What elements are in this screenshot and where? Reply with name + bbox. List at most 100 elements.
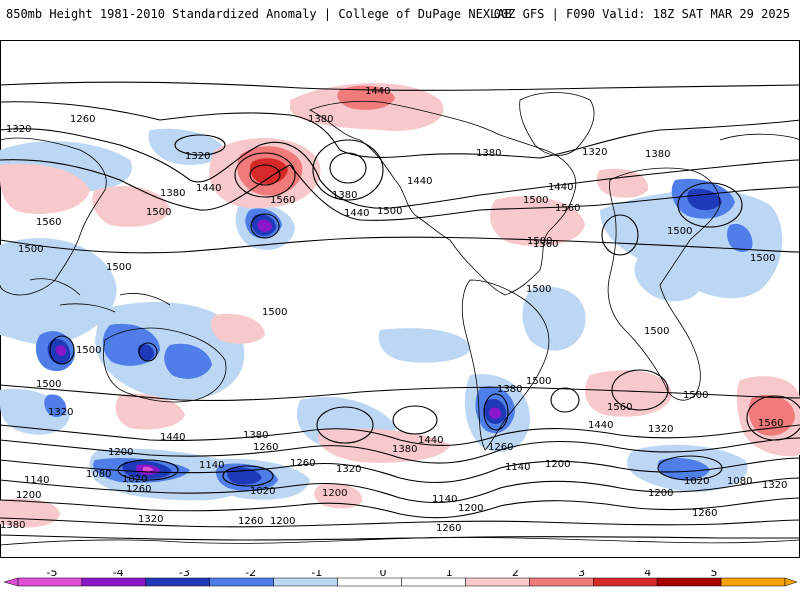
contour-line <box>0 477 800 503</box>
contour-label: 1560 <box>270 195 295 206</box>
closed-contour <box>222 465 274 487</box>
header: 850mb Height 1981-2010 Standardized Anom… <box>0 0 800 40</box>
contour-label: 1200 <box>458 503 483 514</box>
contour-label: 1500 <box>526 376 551 387</box>
contour-label: 1200 <box>108 447 133 458</box>
legend-swatch <box>17 577 83 587</box>
contour-label: 1380 <box>0 520 25 531</box>
neg1-area <box>148 128 225 165</box>
contour-label: 1440 <box>196 183 221 194</box>
closed-contour <box>746 395 800 441</box>
contour-label: 1320 <box>138 514 163 525</box>
contour-label: 1560 <box>607 402 632 413</box>
contour-label: 1440 <box>548 182 573 193</box>
contour-line <box>0 437 800 464</box>
closed-contour <box>550 387 580 413</box>
contour-label: 1380 <box>645 149 670 160</box>
contour-label: 1260 <box>692 508 717 519</box>
closed-contour <box>329 152 367 184</box>
contour-label: 1320 <box>48 407 73 418</box>
contour-line <box>0 497 800 519</box>
closed-contour <box>138 342 158 362</box>
contour-label: 1080 <box>727 476 752 487</box>
contour-line <box>0 236 800 254</box>
contour-label: 1380 <box>243 430 268 441</box>
legend-swatch <box>529 577 594 587</box>
closed-contour <box>483 393 509 431</box>
contour-label: 1380 <box>392 444 417 455</box>
anomaly-map: 1440 1260 1320 1380 1320 1380 1440 1560 … <box>0 40 800 558</box>
contour-label: 1560 <box>36 217 61 228</box>
contour-line <box>0 534 800 541</box>
neg3-area <box>137 344 155 361</box>
contour-label: 1320 <box>185 151 210 162</box>
legend-tick-label: -1 <box>311 570 322 579</box>
contour-line <box>0 517 800 528</box>
map-panel: 1440 1260 1320 1380 1320 1380 1440 1560 … <box>0 40 800 558</box>
legend-tick-label: -2 <box>245 570 256 579</box>
contour-label: 1440 <box>365 86 390 97</box>
legend-tick-label: 1 <box>446 570 453 579</box>
closed-contour <box>250 213 280 239</box>
pos1-area <box>210 313 265 344</box>
legend-swatch <box>465 577 530 587</box>
pos2-area <box>337 85 395 110</box>
pos1-area <box>314 483 363 509</box>
contour-label: 1500 <box>667 226 692 237</box>
contour-label: 1560 <box>533 239 558 250</box>
contour-label: 1500 <box>683 390 708 401</box>
contour-label: 1440 <box>418 435 443 446</box>
contour-line <box>0 424 800 446</box>
contour-label: 1140 <box>24 475 49 486</box>
contour-label: 1380 <box>160 188 185 199</box>
legend-tick-label: 0 <box>380 570 387 579</box>
legend-bar: -5 -4 -3 -2 -1 0 1 2 3 4 5 <box>3 566 798 587</box>
legend-swatch <box>720 577 786 587</box>
contour-label: 1500 <box>750 253 775 264</box>
legend-tick-label: 2 <box>512 570 519 579</box>
pos3-area <box>250 158 288 184</box>
closed-contour <box>174 134 226 156</box>
closed-contour <box>611 369 669 411</box>
contour-line <box>0 159 800 221</box>
contour-label: 1260 <box>290 458 315 469</box>
indonesia-coast <box>29 278 171 313</box>
contour-label: 1500 <box>36 379 61 390</box>
legend-tick-label: -4 <box>113 570 124 579</box>
neg2-area <box>657 458 710 480</box>
closed-contour <box>234 152 296 198</box>
contour-label: 1020 <box>122 474 147 485</box>
legend-swatch <box>593 577 658 587</box>
contour-line <box>0 457 800 483</box>
asia-coast <box>0 133 800 296</box>
neg2-area <box>44 394 67 418</box>
pos1-area <box>115 393 185 430</box>
contour-label: 1320 <box>762 480 787 491</box>
north-america-coast <box>309 100 577 296</box>
pos1-area <box>92 186 170 227</box>
neg5-area <box>143 466 153 472</box>
neg1-area <box>378 328 471 363</box>
contour-label: 1380 <box>497 384 522 395</box>
europe-africa-coast <box>607 167 721 401</box>
neg1-area <box>634 254 700 302</box>
pos2-area <box>748 394 795 436</box>
height-contours <box>0 81 800 541</box>
contour-label: 1260 <box>70 114 95 125</box>
legend-swatch <box>401 577 466 587</box>
neg1-area <box>0 238 117 345</box>
contour-label: 1140 <box>432 494 457 505</box>
closed-contour <box>392 405 438 435</box>
contour-label: 1200 <box>545 459 570 470</box>
neg2-area <box>727 223 753 252</box>
contour-label: 1320 <box>582 147 607 158</box>
contour-label: 1500 <box>523 195 548 206</box>
contour-label: 1260 <box>253 442 278 453</box>
legend-ticks: -5 -4 -3 -2 -1 0 1 2 3 4 5 <box>47 566 718 579</box>
neg4-area <box>257 219 272 232</box>
contour-label: 1140 <box>199 460 224 471</box>
legend-swatch <box>656 577 722 587</box>
neg2-area <box>164 343 212 379</box>
legend-arrow-left <box>3 577 19 587</box>
contour-label: 1500 <box>146 207 171 218</box>
